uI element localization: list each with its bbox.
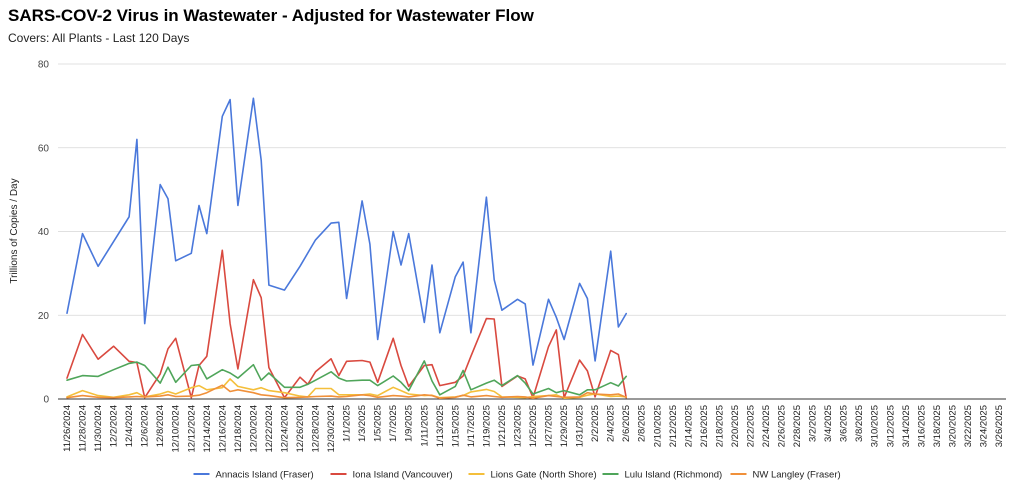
- x-tick-label: 2/4/2025: [606, 405, 617, 442]
- x-tick-label: 1/19/2025: [481, 405, 492, 447]
- series-lines: [66, 97, 628, 400]
- x-tick-label: 12/6/2024: [140, 405, 151, 447]
- x-tick-label: 11/28/2024: [78, 405, 89, 452]
- x-tick-label: 2/10/2025: [652, 405, 663, 447]
- x-tick-label: 12/8/2024: [155, 405, 166, 447]
- x-tick-label: 1/17/2025: [466, 405, 477, 447]
- legend-label: Lions Gate (North Shore): [491, 470, 597, 481]
- x-tick-label: 2/8/2025: [637, 405, 648, 442]
- gridlines: [58, 63, 1006, 400]
- x-tick-label: 3/24/2025: [978, 405, 989, 447]
- x-tick-label: 12/2/2024: [109, 405, 120, 447]
- x-tick-label: 12/28/2024: [311, 405, 322, 453]
- x-tick-label: 1/1/2025: [342, 405, 353, 442]
- x-tick-label: 11/26/2024: [62, 405, 73, 452]
- x-tick-label: 3/6/2025: [839, 405, 850, 442]
- x-tick-label: 2/12/2025: [668, 405, 679, 447]
- x-tick-label: 1/13/2025: [435, 405, 446, 447]
- x-tick-label: 2/18/2025: [714, 405, 725, 447]
- x-tick-label: 2/20/2025: [730, 405, 741, 447]
- x-tick-label: 3/20/2025: [947, 405, 958, 447]
- x-tick-label: 2/16/2025: [699, 405, 710, 447]
- x-tick-label: 1/15/2025: [450, 405, 461, 447]
- y-tick-label: 40: [38, 227, 50, 238]
- x-tick-label: 1/31/2025: [575, 405, 586, 447]
- x-axis-ticks: 11/26/2024 11/28/2024 11/30/2024 12/2/2024 1…: [62, 405, 1005, 453]
- x-tick-label: 1/7/2025: [388, 405, 399, 442]
- x-tick-label: 1/21/2025: [497, 405, 508, 447]
- x-tick-label: 2/2/2025: [590, 405, 601, 442]
- x-tick-label: 1/11/2025: [419, 405, 430, 447]
- x-tick-label: 2/6/2025: [621, 405, 632, 442]
- x-tick-label: 3/12/2025: [885, 405, 896, 447]
- x-tick-label: 12/16/2024: [217, 405, 228, 453]
- x-tick-label: 1/23/2025: [512, 405, 523, 447]
- x-tick-label: 12/26/2024: [295, 405, 306, 453]
- legend-label: Iona Island (Vancouver): [353, 470, 453, 481]
- series-line: [66, 249, 628, 399]
- x-tick-label: 2/28/2025: [792, 405, 803, 447]
- x-tick-label: 1/25/2025: [528, 405, 539, 447]
- x-tick-label: 12/24/2024: [279, 405, 290, 453]
- x-tick-label: 3/10/2025: [870, 405, 881, 447]
- chart-title: SARS-COV-2 Virus in Wastewater - Adjuste…: [8, 6, 534, 25]
- y-axis-label: Trillions of Copies / Day: [9, 178, 20, 283]
- x-tick-label: 1/5/2025: [373, 405, 384, 442]
- series-line: [66, 360, 628, 396]
- x-tick-label: 12/14/2024: [202, 405, 213, 453]
- x-tick-label: 3/8/2025: [854, 405, 865, 442]
- x-tick-label: 11/30/2024: [93, 405, 104, 452]
- y-axis-ticks: 0 20 40 60 80: [38, 60, 50, 406]
- x-tick-label: 3/18/2025: [932, 405, 943, 447]
- x-tick-label: 3/14/2025: [901, 405, 912, 447]
- x-tick-label: 2/24/2025: [761, 405, 772, 447]
- x-tick-label: 1/9/2025: [404, 405, 415, 442]
- x-tick-label: 3/22/2025: [963, 405, 974, 447]
- series-line: [66, 384, 628, 400]
- y-tick-label: 20: [38, 311, 50, 322]
- x-tick-label: 12/10/2024: [171, 405, 182, 453]
- x-tick-label: 1/3/2025: [357, 405, 368, 442]
- y-tick-label: 0: [43, 395, 49, 406]
- x-tick-label: 3/26/2025: [994, 405, 1005, 447]
- x-tick-label: 2/26/2025: [777, 405, 788, 447]
- x-tick-label: 3/4/2025: [823, 405, 834, 442]
- legend-label: Lulu Island (Richmond): [625, 470, 723, 481]
- series-line: [66, 97, 628, 366]
- x-tick-label: 2/22/2025: [745, 405, 756, 447]
- legend-label: Annacis Island (Fraser): [216, 470, 314, 481]
- x-tick-label: 12/20/2024: [248, 405, 259, 453]
- chart-subtitle: Covers: All Plants - Last 120 Days: [8, 31, 190, 45]
- x-tick-label: 1/27/2025: [544, 405, 555, 447]
- x-tick-label: 12/30/2024: [326, 405, 337, 453]
- x-tick-label: 1/29/2025: [559, 405, 570, 447]
- x-tick-label: 2/14/2025: [683, 405, 694, 447]
- y-tick-label: 60: [38, 143, 50, 154]
- legend-label: NW Langley (Fraser): [753, 470, 841, 481]
- x-tick-label: 12/18/2024: [233, 405, 244, 453]
- x-tick-label: 12/12/2024: [186, 405, 197, 453]
- y-tick-label: 80: [38, 60, 50, 71]
- legend: Annacis Island (Fraser) Iona Island (Vanc…: [193, 470, 841, 481]
- x-tick-label: 3/16/2025: [916, 405, 927, 447]
- x-tick-label: 3/2/2025: [808, 405, 819, 442]
- x-tick-label: 12/22/2024: [264, 405, 275, 453]
- x-tick-label: 12/4/2024: [124, 405, 135, 447]
